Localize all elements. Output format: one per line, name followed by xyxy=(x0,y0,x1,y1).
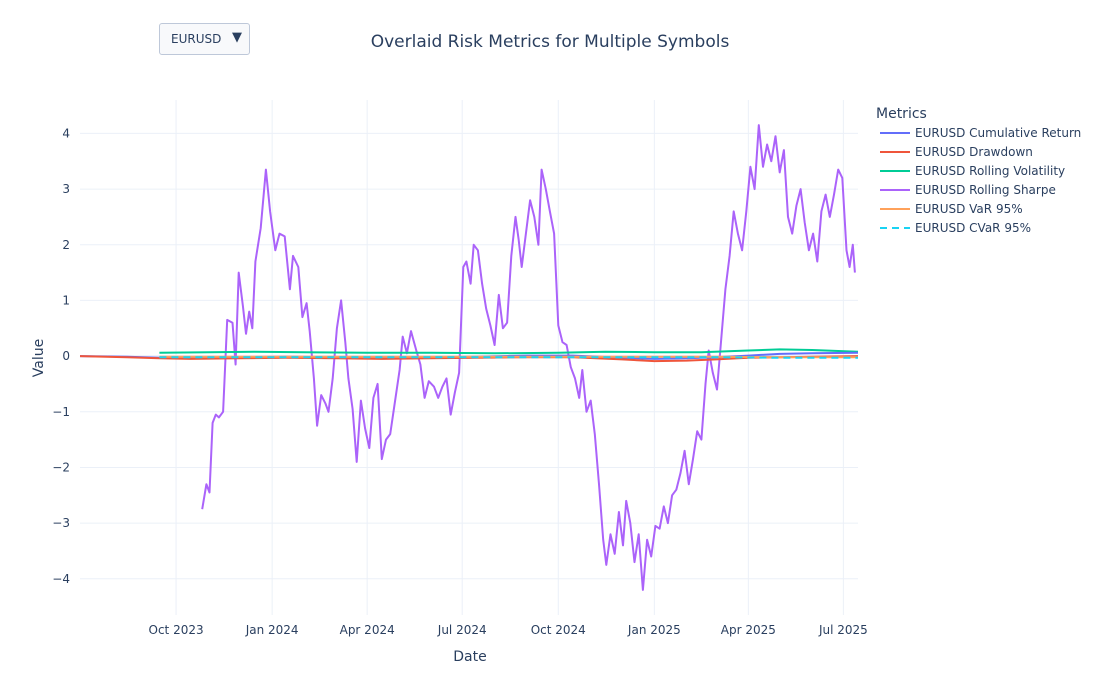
y-tick-label: 1 xyxy=(62,293,70,307)
symbol-dropdown[interactable]: EURUSD ▼ xyxy=(159,23,250,55)
legend-label: EURUSD VaR 95% xyxy=(915,202,1023,216)
legend-label: EURUSD Rolling Sharpe xyxy=(915,183,1056,197)
y-tick-label: −1 xyxy=(52,405,70,419)
legend-items: EURUSD Cumulative Return EURUSD Drawdown E… xyxy=(880,126,1081,235)
x-tick-label: Apr 2024 xyxy=(340,623,395,637)
y-tick-label: 2 xyxy=(62,238,70,252)
y-axis-title: Value xyxy=(31,339,47,377)
x-tick-label: Jul 2025 xyxy=(818,623,868,637)
legend-label: EURUSD CVaR 95% xyxy=(915,221,1031,235)
x-tick-label: Jul 2024 xyxy=(437,623,487,637)
legend: Metrics EURUSD Cumulative Return EURUSD D… xyxy=(876,106,1081,235)
triangle-down-icon: ▼ xyxy=(232,30,242,45)
x-tick-label: Oct 2024 xyxy=(531,623,586,637)
y-tick-label: 4 xyxy=(62,126,70,140)
legend-label: EURUSD Cumulative Return xyxy=(915,126,1081,140)
y-axis-ticks: −4 −3 −2 −1 0 1 2 3 4 xyxy=(52,126,70,585)
y-tick-label: 0 xyxy=(62,349,70,363)
legend-label: EURUSD Rolling Volatility xyxy=(915,164,1065,178)
symbol-dropdown-value: EURUSD xyxy=(171,32,222,46)
y-tick-label: −2 xyxy=(52,460,70,474)
series-line-6 xyxy=(159,356,858,359)
y-tick-label: −3 xyxy=(52,516,70,530)
series-line-4 xyxy=(201,124,856,591)
x-tick-label: Jan 2025 xyxy=(627,623,681,637)
y-tick-label: −4 xyxy=(52,572,70,586)
x-axis-ticks: Oct 2023 Jan 2024 Apr 2024 Jul 2024 Oct 2024… xyxy=(149,623,868,637)
x-tick-label: Oct 2023 xyxy=(149,623,204,637)
x-tick-label: Apr 2025 xyxy=(721,623,776,637)
legend-label: EURUSD Drawdown xyxy=(915,145,1033,159)
x-axis-title: Date xyxy=(453,649,486,665)
series-lines xyxy=(79,124,859,591)
chart-title: Overlaid Risk Metrics for Multiple Symbo… xyxy=(371,32,730,52)
legend-title: Metrics xyxy=(876,106,927,122)
x-tick-label: Jan 2024 xyxy=(245,623,299,637)
y-tick-label: 3 xyxy=(62,182,70,196)
series-line-3 xyxy=(159,348,859,355)
